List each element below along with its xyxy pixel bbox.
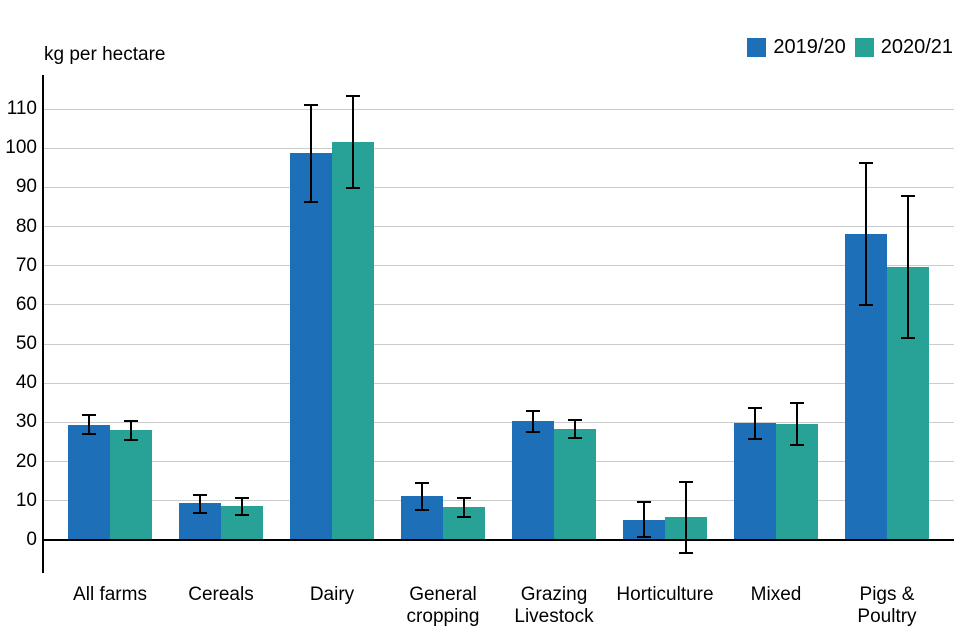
bar-2020-21-grazing-livestock <box>554 429 596 540</box>
x-label-pigs-poultry: Pigs & Poultry <box>857 584 917 627</box>
error-bar-2019-20-1-cap-top <box>193 493 207 496</box>
y-tick-label-40: 40 <box>15 372 37 394</box>
legend: 2019/20 2020/21 <box>747 36 953 59</box>
gridline-30 <box>43 421 954 423</box>
error-bar-2020-21-6-cap-bottom <box>790 444 804 447</box>
x-label-mixed: Mixed <box>750 584 802 605</box>
error-bar-2020-21-5-cap-top <box>679 481 693 484</box>
error-bar-2020-21-7-cap-bottom <box>901 336 915 339</box>
error-bar-2019-20-0-cap-top <box>82 414 96 417</box>
error-bar-2019-20-0-cap-bottom <box>82 432 96 435</box>
bar-2020-21-all-farms <box>110 430 152 540</box>
error-bar-2019-20-1-line <box>199 494 201 514</box>
error-bar-2020-21-2-cap-bottom <box>346 186 360 189</box>
x-label-grazing-livestock: Grazing Livestock <box>514 584 594 627</box>
error-bar-2019-20-3-line <box>421 483 423 510</box>
gridline-10 <box>43 500 954 502</box>
error-bar-2020-21-1-cap-bottom <box>235 513 249 516</box>
error-bar-2020-21-4-line <box>574 419 576 438</box>
error-bar-2019-20-2-cap-top <box>304 104 318 107</box>
error-bar-2020-21-0-line <box>130 421 132 441</box>
legend-label-2019-20: 2019/20 <box>773 36 846 58</box>
error-bar-2019-20-5-cap-top <box>637 501 651 504</box>
error-bar-2020-21-5-line <box>685 482 687 553</box>
gridline-90 <box>43 186 954 188</box>
error-bar-2019-20-6-line <box>754 408 756 439</box>
legend-swatch-2019-20 <box>747 38 767 57</box>
error-bar-2019-20-3-cap-top <box>415 482 429 485</box>
x-axis-line <box>42 539 954 541</box>
error-bar-2020-21-1-cap-top <box>235 496 249 499</box>
x-label-cereals: Cereals <box>188 584 254 605</box>
y-tick-label-110: 110 <box>6 98 37 119</box>
gridline-100 <box>43 147 954 149</box>
error-bar-2020-21-0-cap-bottom <box>124 439 138 442</box>
y-tick-label-100: 100 <box>5 137 37 159</box>
y-tick-label-80: 80 <box>15 215 37 237</box>
error-bar-2020-21-7-line <box>907 196 909 338</box>
error-bar-2019-20-5-line <box>643 502 645 538</box>
error-bar-2020-21-0-cap-top <box>124 420 138 423</box>
x-label-dairy: Dairy <box>309 584 355 605</box>
x-label-horticulture: Horticulture <box>616 584 714 605</box>
x-label-general-cropping: General cropping <box>406 584 480 627</box>
error-bar-2020-21-1-line <box>241 497 243 515</box>
legend-item-2020-21: 2020/21 <box>854 36 953 59</box>
error-bar-2019-20-7-cap-top <box>859 161 873 164</box>
error-bar-2020-21-2-line <box>352 96 354 188</box>
bar-2020-21-dairy <box>332 141 374 540</box>
y-tick-label-0: 0 <box>26 529 37 550</box>
error-bar-2020-21-6-line <box>796 402 798 446</box>
y-tick-label-10: 10 <box>15 489 37 511</box>
gridline-60 <box>43 304 954 306</box>
error-bar-2019-20-0-line <box>88 415 90 434</box>
error-bar-2020-21-3-cap-top <box>457 496 471 499</box>
error-bar-2019-20-2-line <box>310 105 312 202</box>
bar-2019-20-mixed <box>734 422 776 540</box>
x-label-all-farms: All farms <box>73 584 147 605</box>
error-bar-2019-20-4-line <box>532 411 534 432</box>
error-bar-2019-20-2-cap-bottom <box>304 200 318 203</box>
y-axis-title: kg per hectare <box>44 44 166 65</box>
error-bar-2020-21-3-cap-bottom <box>457 515 471 518</box>
y-tick-label-30: 30 <box>15 411 37 433</box>
legend-swatch-2020-21 <box>854 38 874 57</box>
error-bar-2019-20-6-cap-bottom <box>748 437 762 440</box>
bar-2019-20-dairy <box>290 152 332 540</box>
gridline-110 <box>43 108 954 110</box>
gridline-20 <box>43 461 954 463</box>
legend-item-2019-20: 2019/20 <box>747 36 846 59</box>
error-bar-2020-21-4-cap-top <box>568 418 582 421</box>
bar-2019-20-grazing-livestock <box>512 421 554 540</box>
y-tick-label-20: 20 <box>15 450 37 472</box>
gridline-40 <box>43 382 954 384</box>
gridline-80 <box>43 226 954 228</box>
y-tick-label-90: 90 <box>15 176 37 198</box>
y-tick-label-70: 70 <box>15 254 37 276</box>
error-bar-2020-21-3-line <box>463 497 465 517</box>
error-bar-2019-20-3-cap-bottom <box>415 508 429 511</box>
error-bar-2020-21-4-cap-bottom <box>568 436 582 439</box>
error-bar-2019-20-5-cap-bottom <box>637 536 651 539</box>
error-bar-2020-21-2-cap-top <box>346 95 360 98</box>
error-bar-2019-20-7-cap-bottom <box>859 304 873 307</box>
legend-label-2020-21: 2020/21 <box>880 36 953 58</box>
error-bar-2019-20-4-cap-top <box>526 410 540 413</box>
error-bar-2020-21-7-cap-top <box>901 195 915 198</box>
error-bar-2019-20-6-cap-top <box>748 407 762 410</box>
error-bar-2020-21-5-cap-bottom <box>679 551 693 554</box>
error-bar-2019-20-4-cap-bottom <box>526 430 540 433</box>
error-bar-2019-20-7-line <box>865 162 867 306</box>
gridline-70 <box>43 265 954 267</box>
bar-2019-20-all-farms <box>68 424 110 540</box>
error-bar-2019-20-1-cap-bottom <box>193 512 207 515</box>
gridline-50 <box>43 343 954 345</box>
y-tick-label-60: 60 <box>15 293 37 315</box>
y-tick-label-50: 50 <box>15 333 37 355</box>
y-axis-line <box>42 75 44 573</box>
error-bar-2020-21-6-cap-top <box>790 401 804 404</box>
